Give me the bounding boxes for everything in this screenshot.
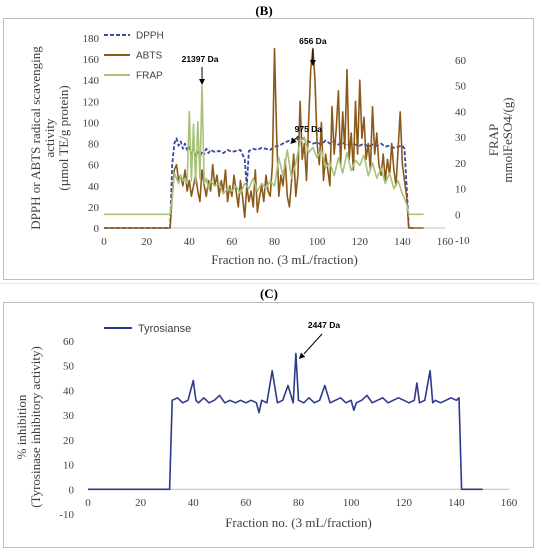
y-right-tick-label: -10	[455, 235, 470, 247]
y-tick-label: 30	[63, 410, 75, 422]
annotation-656-da: 656 Da	[299, 36, 327, 46]
y-left-tick-label: 120	[83, 96, 100, 108]
y-left-axis-title-line: (µmol TE/g protein)	[56, 85, 71, 190]
y-right-tick-label: 0	[455, 209, 461, 221]
y-right-axis-title: FRAP mmolFeSO4/(g)	[486, 97, 515, 182]
y-left-axis-title-line: DPPH or ABTS radical scavenging	[28, 46, 43, 230]
x-tick-label: 0	[101, 236, 107, 248]
y-tick-label: 60	[63, 336, 75, 348]
y-right-axis-title-line: FRAP	[486, 124, 501, 157]
y-tick-label: 10	[63, 460, 75, 472]
y-left-axis-title: DPPH or ABTS radical scavenging activity(…	[28, 46, 71, 230]
y-left-tick-label: 160	[83, 54, 100, 66]
y-axis-title-line: % inhibition	[14, 394, 29, 459]
y-right-tick-label: 40	[455, 106, 467, 118]
y-left-tick-label: 0	[94, 223, 100, 235]
x-axis-title: Fraction no. (3 mL/fraction)	[211, 252, 358, 267]
y-left-tick-label: 180	[83, 33, 100, 45]
y-right-tick-label: 60	[455, 55, 467, 67]
y-tick-label: -10	[59, 509, 74, 521]
x-tick-label: 120	[352, 236, 369, 248]
series-abts-line	[104, 47, 424, 229]
annotation-975-arrow-head	[290, 137, 297, 144]
annotation-21397-da: 21397 Da	[182, 54, 219, 64]
annotation-2447-arrow-line	[303, 333, 323, 355]
x-tick-label: 120	[396, 497, 413, 509]
y-left-tick-label: 40	[88, 181, 100, 193]
annotation-975-arrow-line	[293, 135, 299, 141]
chart-c: -10 0 10 20 30 40 50 60 0 20 40 60 80 100 120 140 160 Fra…	[14, 320, 518, 530]
panel-b-frame	[3, 18, 534, 280]
panel-b: (B) 0 20 40 60 80 100 120 140 160 180 -10 0 10 20 30 40…	[3, 3, 534, 280]
panel-c-frame	[3, 302, 534, 548]
annotation-975-da: 975 Da	[295, 124, 323, 134]
legend-label-frap: FRAP	[136, 71, 163, 82]
x-tick-label: 60	[226, 236, 238, 248]
x-tick-label: 140	[394, 236, 411, 248]
y-left-tick-label: 80	[88, 139, 100, 151]
x-tick-label: 160	[501, 497, 518, 509]
legend-label-tyrosianse: Tyrosianse	[138, 323, 191, 335]
y-right-tick-label: 20	[455, 158, 467, 170]
y-left-tick-label: 140	[83, 75, 100, 87]
y-axis-title: % inhibition (Tyrosinase inhibitory activ…	[14, 346, 43, 508]
panel-divider	[0, 283, 539, 284]
series-frap-line	[104, 84, 424, 216]
y-left-tick-label: 100	[83, 117, 100, 129]
x-tick-label: 60	[240, 497, 252, 509]
y-right-tick-label: 50	[455, 81, 467, 93]
chart-b: 0 20 40 60 80 100 120 140 160 180 -10 0 10 20 30 40 50 60…	[28, 31, 515, 268]
panel-c-label: (C)	[259, 286, 279, 301]
x-tick-label: 40	[188, 497, 200, 509]
y-tick-label: 0	[69, 484, 75, 496]
x-axis-title: Fraction no. (3 mL/fraction)	[225, 515, 372, 530]
y-right-tick-label: 30	[455, 132, 467, 144]
y-left-axis-title-line: activity	[42, 118, 57, 157]
annotation-656-arrow-head	[309, 60, 316, 66]
y-left-tick-label: 60	[88, 160, 100, 172]
x-tick-label: 100	[343, 497, 360, 509]
panel-b-label: (B)	[255, 3, 273, 18]
series-tyrosianse-line	[88, 352, 483, 491]
annotation-2447-da: 2447 Da	[308, 320, 340, 330]
legend-label-dpph: DPPH	[136, 31, 164, 42]
y-right-axis-title-line: mmolFeSO4/(g)	[500, 97, 515, 182]
y-tick-label: 50	[63, 361, 75, 373]
y-right-tick-label: 10	[455, 184, 467, 196]
y-left-tick-label: 20	[88, 202, 100, 214]
y-tick-label: 40	[63, 385, 75, 397]
x-tick-label: 80	[293, 497, 305, 509]
y-axis-title-line: (Tyrosinase inhibitory activity)	[28, 346, 43, 508]
x-tick-label: 100	[309, 236, 326, 248]
x-tick-label: 80	[269, 236, 281, 248]
panel-c: (C) -10 0 10 20 30 40 50 60 0 20 40 60 80 100 120 140 16…	[0, 284, 539, 550]
annotation-21397-arrow-head	[199, 79, 206, 85]
x-tick-label: 140	[448, 497, 465, 509]
x-tick-label: 0	[85, 497, 91, 509]
x-tick-label: 40	[184, 236, 196, 248]
x-tick-label: 160	[437, 236, 454, 248]
x-tick-label: 20	[141, 236, 153, 248]
legend-label-abts: ABTS	[136, 51, 162, 62]
y-tick-label: 20	[63, 435, 75, 447]
x-tick-label: 20	[135, 497, 147, 509]
annotation-2447-arrow-head	[298, 352, 306, 359]
